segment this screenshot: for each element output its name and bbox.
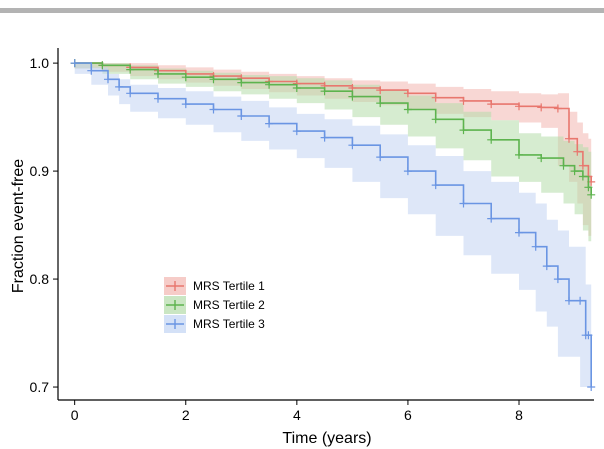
top-border-bar <box>0 8 604 13</box>
censor-mark <box>181 100 190 109</box>
censor-mark <box>578 172 587 181</box>
censor-mark <box>292 127 301 136</box>
censor-mark <box>348 141 357 150</box>
censor-mark <box>265 80 274 89</box>
censor-mark <box>487 214 496 223</box>
censor-mark <box>70 59 79 68</box>
censor-mark <box>403 89 412 98</box>
censor-mark <box>587 383 596 391</box>
censor-mark <box>573 147 582 156</box>
legend-label-tertile-1: MRS Tertile 1 <box>193 279 265 293</box>
censor-mark <box>559 161 568 170</box>
censor-mark <box>98 61 107 70</box>
confidence-band-tertile-3 <box>74 63 592 387</box>
censor-mark <box>459 126 468 135</box>
censor-mark <box>565 134 573 143</box>
censor-mark <box>570 167 579 176</box>
censor-mark <box>565 296 573 305</box>
censor-mark <box>537 103 546 112</box>
censor-mark <box>320 133 329 142</box>
y-tick-label: 1.0 <box>30 55 50 71</box>
censor-mark <box>104 75 112 84</box>
censor-mark <box>487 100 496 109</box>
censor-mark <box>576 296 585 305</box>
censor-mark <box>292 84 301 92</box>
survival-curve-tertile-3 <box>74 62 592 387</box>
y-axis-title: Fraction event-free <box>10 159 27 293</box>
censor-mark <box>126 89 135 98</box>
censor-mark <box>459 96 468 105</box>
censor-mark <box>537 154 546 163</box>
censor-mark <box>154 69 162 78</box>
censor-mark <box>578 161 587 170</box>
axes: 0 2 4 6 8 0.7 0.8 0.9 1.0 <box>30 48 594 423</box>
y-tick-label: 0.7 <box>30 379 50 395</box>
censor-mark <box>553 275 562 284</box>
censor-mark <box>209 75 218 84</box>
x-tick-label: 2 <box>182 407 190 423</box>
legend: MRS Tertile 1 MRS Tertile 2 MRS Tertile 3 <box>164 277 265 333</box>
y-tick-label: 0.8 <box>30 271 50 287</box>
censor-mark <box>431 181 440 190</box>
survival-curves <box>70 59 596 391</box>
censor-mark <box>348 92 357 101</box>
censor-mark <box>320 87 329 96</box>
x-tick-label: 0 <box>71 407 79 423</box>
censor-mark <box>515 102 523 111</box>
censor-mark <box>154 94 162 103</box>
censor-mark <box>584 183 593 192</box>
censor-mark <box>584 331 593 340</box>
y-tick-label: 0.9 <box>30 163 50 179</box>
censor-mark <box>376 99 385 108</box>
censor-mark <box>403 167 412 176</box>
censor-mark <box>265 119 274 128</box>
censor-mark <box>431 93 440 102</box>
confidence-bands <box>74 63 592 387</box>
censor-mark <box>237 112 246 120</box>
censor-mark <box>515 228 523 237</box>
censor-mark <box>487 135 496 144</box>
censor-mark <box>209 105 218 114</box>
censor-mark <box>431 115 440 124</box>
censor-mark <box>587 190 596 199</box>
censor-mark <box>542 262 551 271</box>
x-tick-label: 6 <box>404 407 412 423</box>
legend-label-tertile-3: MRS Tertile 3 <box>193 317 265 331</box>
censor-mark <box>181 73 190 82</box>
censor-mark <box>515 150 523 159</box>
legend-label-tertile-2: MRS Tertile 2 <box>193 298 265 312</box>
censor-mark <box>376 153 385 162</box>
censor-mark <box>403 105 412 114</box>
censor-mark <box>237 78 246 87</box>
x-axis-title: Time (years) <box>282 430 371 447</box>
censor-mark <box>126 65 135 74</box>
censor-mark <box>459 199 468 208</box>
censor-mark <box>87 66 96 75</box>
censor-mark <box>115 82 124 91</box>
x-tick-label: 4 <box>293 407 301 423</box>
censor-mark <box>376 86 385 95</box>
censor-mark <box>531 242 540 251</box>
confidence-band-tertile-2 <box>74 63 592 242</box>
x-tick-label: 8 <box>515 407 523 423</box>
censor-mark <box>553 104 562 113</box>
